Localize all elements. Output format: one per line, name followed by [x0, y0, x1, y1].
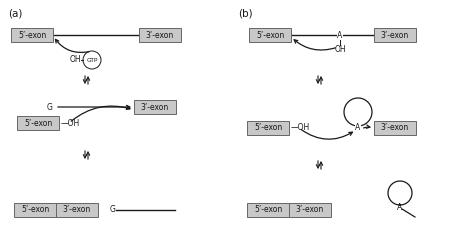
FancyBboxPatch shape: [14, 203, 56, 217]
Text: 5’-exon: 5’-exon: [24, 118, 52, 128]
Text: 3’-exon: 3’-exon: [141, 102, 169, 112]
FancyBboxPatch shape: [289, 203, 331, 217]
Text: —OH: —OH: [291, 124, 310, 132]
Text: 3’-exon: 3’-exon: [296, 206, 324, 214]
Text: OH: OH: [334, 46, 346, 54]
FancyBboxPatch shape: [17, 116, 59, 130]
FancyBboxPatch shape: [247, 203, 289, 217]
FancyBboxPatch shape: [247, 121, 289, 135]
Text: 5’-exon: 5’-exon: [21, 206, 49, 214]
Text: 3’-exon: 3’-exon: [381, 30, 409, 40]
Text: OH: OH: [69, 56, 81, 64]
Text: G: G: [110, 206, 116, 214]
Text: A: A: [356, 124, 361, 132]
Text: A: A: [397, 202, 402, 211]
Text: 3’-exon: 3’-exon: [146, 30, 174, 40]
FancyBboxPatch shape: [56, 203, 98, 217]
FancyBboxPatch shape: [374, 28, 416, 42]
Text: (b): (b): [238, 8, 253, 18]
Text: A: A: [337, 30, 343, 40]
Text: —OH: —OH: [61, 118, 80, 128]
FancyBboxPatch shape: [249, 28, 291, 42]
Text: 5’-exon: 5’-exon: [18, 30, 46, 40]
Text: G: G: [47, 102, 53, 112]
Text: 3’-exon: 3’-exon: [63, 206, 91, 214]
FancyBboxPatch shape: [134, 100, 176, 114]
Text: 5’-exon: 5’-exon: [254, 124, 282, 132]
FancyBboxPatch shape: [11, 28, 53, 42]
FancyBboxPatch shape: [374, 121, 416, 135]
FancyBboxPatch shape: [139, 28, 181, 42]
Text: GTP: GTP: [86, 58, 98, 62]
Text: 3’-exon: 3’-exon: [381, 124, 409, 132]
Text: 5’-exon: 5’-exon: [254, 206, 282, 214]
Text: 5’-exon: 5’-exon: [256, 30, 284, 40]
Text: (a): (a): [8, 8, 22, 18]
